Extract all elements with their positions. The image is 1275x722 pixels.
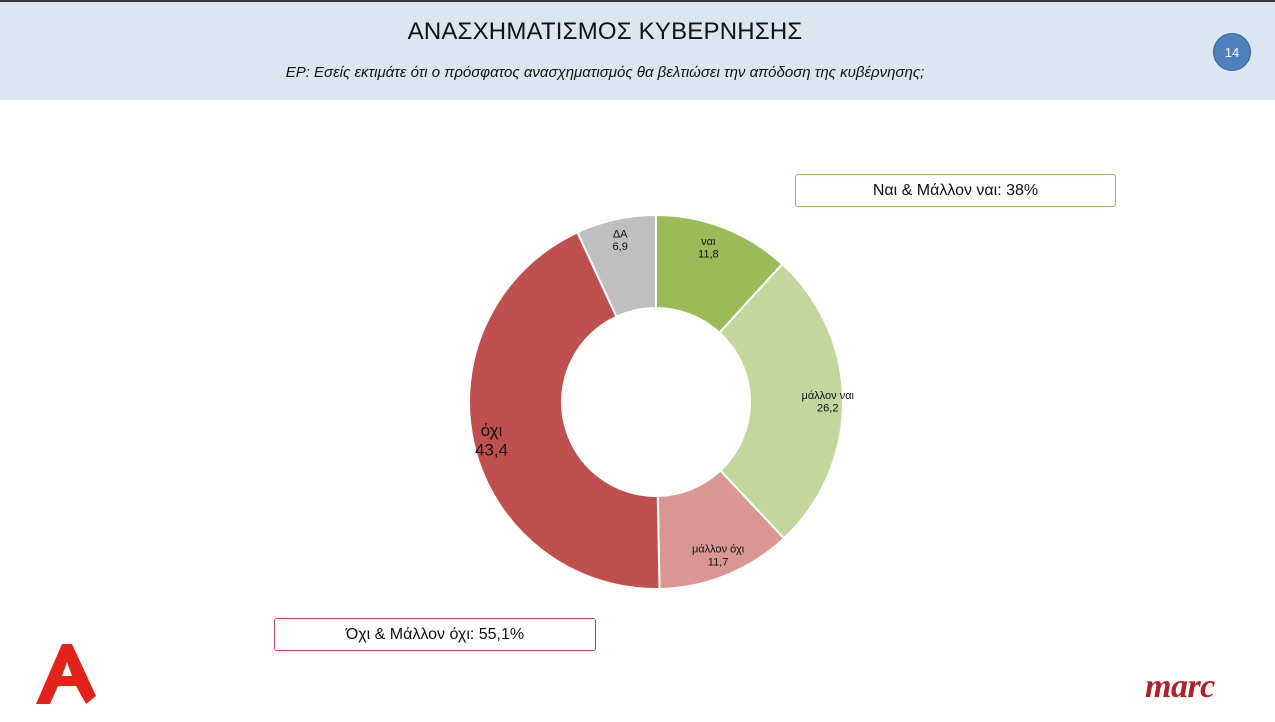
top-border [0,0,1275,2]
yes-total-box: Ναι & Μάλλον ναι: 38% [795,174,1116,207]
slice-3 [468,230,661,590]
survey-question: ΕΡ: Εσείς εκτιμάτε ότι ο πρόσφατος ανασχ… [285,64,925,81]
slide-title: ΑΝΑΣΧΗΜΑΤΙΣΜΟΣ ΚΥΒΕΡΝΗΣΗΣ [407,18,803,45]
alpha-logo [36,644,96,704]
slice-label-4: ΔΑ 6,9 [613,228,629,253]
slice-label-2: μάλλον όχι 11,7 [692,544,745,569]
slide-header: ΑΝΑΣΧΗΜΑΤΙΣΜΟΣ ΚΥΒΕΡΝΗΣΗΣ ΕΡ: Εσείς εκτι… [0,2,1275,100]
slice-1 [718,262,844,540]
no-total-box: Όχι & Μάλλον όχι: 55,1% [274,618,596,651]
page-number-badge: 14 [1213,33,1251,71]
slice-4 [576,213,657,319]
slice-label-3: όχι 43,4 [475,421,508,460]
marc-logo: marc [1145,668,1215,705]
slice-label-1: μάλλον ναι 26,2 [801,390,854,415]
slice-label-0: ναι 11,8 [698,236,719,261]
